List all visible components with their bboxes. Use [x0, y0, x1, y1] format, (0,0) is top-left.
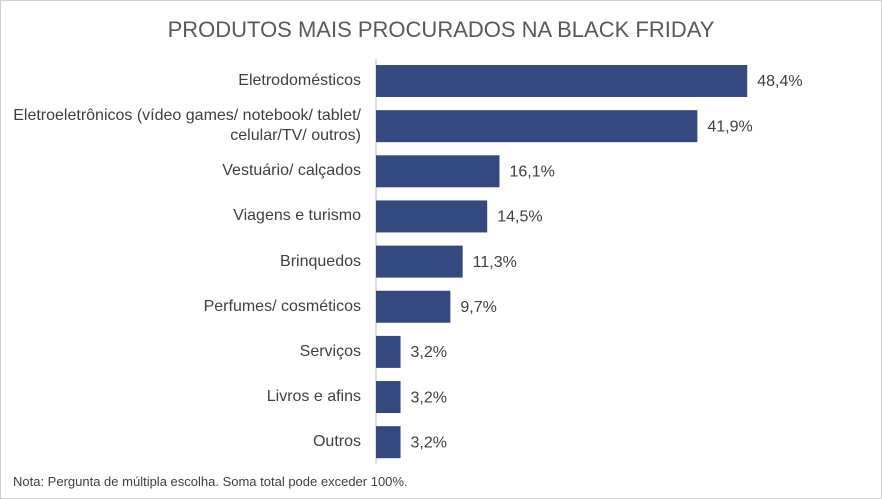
category-label: Livros e afins	[266, 388, 361, 406]
category-label: Outros	[312, 433, 361, 451]
category-label: Eletroeletrônicos (vídeo games/ notebook…	[13, 107, 361, 145]
bar	[376, 290, 451, 323]
bar	[376, 381, 401, 414]
bar	[376, 110, 698, 143]
value-label: 3,2%	[411, 344, 447, 361]
category-label: Eletrodomésticos	[238, 72, 361, 89]
bar	[376, 200, 488, 233]
value-label: 9,7%	[460, 299, 496, 316]
value-label: 48,4%	[757, 73, 802, 90]
value-label: 16,1%	[509, 164, 554, 181]
value-label: 3,2%	[411, 389, 447, 406]
category-label: Vestuário/ calçados	[222, 162, 361, 180]
chart-title: PRODUTOS MAIS PROCURADOS NA BLACK FRIDAY	[167, 17, 715, 42]
bar	[376, 65, 748, 97]
bar	[376, 245, 463, 278]
value-label: 11,3%	[473, 254, 517, 271]
bar	[376, 155, 500, 188]
footnote: Nota: Pergunta de múltipla escolha. Soma…	[13, 474, 408, 489]
value-label: 41,9%	[707, 118, 752, 135]
value-label: 3,2%	[411, 434, 447, 451]
category-label: Serviços	[299, 342, 361, 360]
category-label: Viagens e turismo	[233, 207, 361, 225]
category-label: Brinquedos	[280, 252, 361, 270]
bar	[376, 335, 401, 368]
category-label: Perfumes/ cosméticos	[203, 297, 361, 315]
value-label: 14,5%	[497, 209, 542, 226]
bar	[376, 426, 401, 459]
